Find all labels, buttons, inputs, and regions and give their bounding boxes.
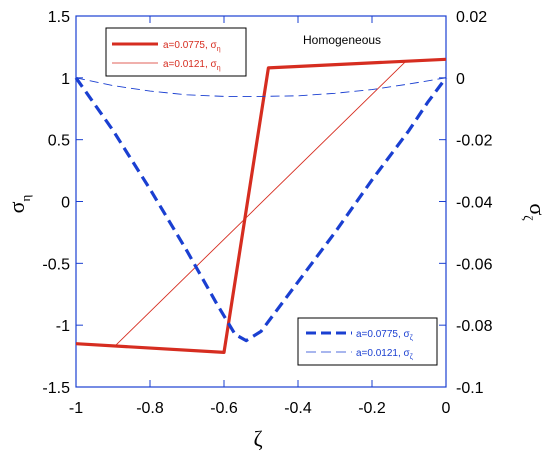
right-tick-label: -0.04 [456, 195, 493, 212]
series-line-1 [75, 57, 447, 354]
right-axis-label-symbol: σ [525, 203, 550, 215]
right-tick-label: 0.02 [456, 9, 487, 26]
series-line-4 [75, 77, 447, 97]
series-line-3 [74, 76, 448, 343]
svg-text:σζ: σζ [521, 203, 550, 221]
left-tick-label: 1.5 [48, 9, 70, 26]
legend-top-entry-2: a=0.0121, ση [163, 59, 221, 72]
series-layer [74, 57, 448, 354]
right-axis-label: σζ [521, 203, 550, 221]
legend-bottom-entry-1-sub: ζ [410, 335, 413, 342]
legend-top-entry-1-label: a=0.0775, σ [163, 40, 218, 51]
x-tick-label: -0.8 [136, 400, 164, 417]
legend-bottom-entry-2: a=0.0121, σζ [356, 348, 413, 361]
legend-top-entry-1: a=0.0775, ση [163, 40, 221, 53]
series-line-2 [114, 61, 406, 347]
right-tick-label: 0 [456, 71, 465, 88]
left-tick-label: 0 [61, 195, 70, 212]
x-axis-ticks: -1 -0.8 -0.6 -0.4 -0.2 0 [69, 16, 451, 417]
left-axis-label: ση [4, 194, 33, 213]
legend-bottom-entry-2-sub: ζ [410, 354, 413, 361]
legend-bottom-box [297, 317, 438, 366]
left-axis-ticks: 1.5 1 0.5 0 -0.5 -1 -1.5 [42, 9, 83, 397]
left-tick-label: 0.5 [48, 133, 70, 150]
x-tick-label: -0.4 [284, 400, 312, 417]
legend-top-box [105, 27, 247, 77]
right-axis-label-subscript: ζ [521, 215, 536, 221]
legend-top: a=0.0775, ση a=0.0121, ση [105, 27, 247, 77]
x-tick-label: -1 [69, 400, 83, 417]
svg-text:ση: ση [4, 194, 33, 213]
x-tick-label: -0.2 [358, 400, 386, 417]
x-tick-label: -0.6 [210, 400, 238, 417]
legend-bottom-entry-2-label: a=0.0121, σ [356, 348, 411, 359]
left-axis-label-subscript: η [18, 194, 33, 201]
right-tick-label: -0.02 [456, 133, 493, 150]
legend-bottom: a=0.0775, σζ a=0.0121, σζ [297, 317, 438, 366]
x-axis-label: ζ [253, 426, 262, 451]
left-axis-label-symbol: σ [4, 201, 29, 213]
x-tick-label: 0 [442, 400, 451, 417]
legend-bottom-entry-1-label: a=0.0775, σ [356, 329, 411, 340]
left-tick-label: -1 [56, 318, 70, 335]
left-tick-label: 1 [61, 71, 70, 88]
right-axis-ticks: 0.02 0 -0.02 -0.04 -0.06 -0.08 -0.1 [439, 9, 493, 397]
left-tick-label: -0.5 [42, 256, 70, 273]
right-tick-label: -0.08 [456, 318, 493, 335]
right-tick-label: -0.1 [456, 380, 484, 397]
left-tick-label: -1.5 [42, 380, 70, 397]
legend-top-entry-1-sub: η [217, 46, 221, 53]
legend-top-entry-2-sub: η [217, 65, 221, 72]
annotation-homogeneous: Homogeneous [303, 33, 381, 47]
legend-bottom-entry-1: a=0.0775, σζ [356, 329, 413, 342]
legend-top-entry-2-label: a=0.0121, σ [163, 59, 218, 70]
right-tick-label: -0.06 [456, 256, 493, 273]
